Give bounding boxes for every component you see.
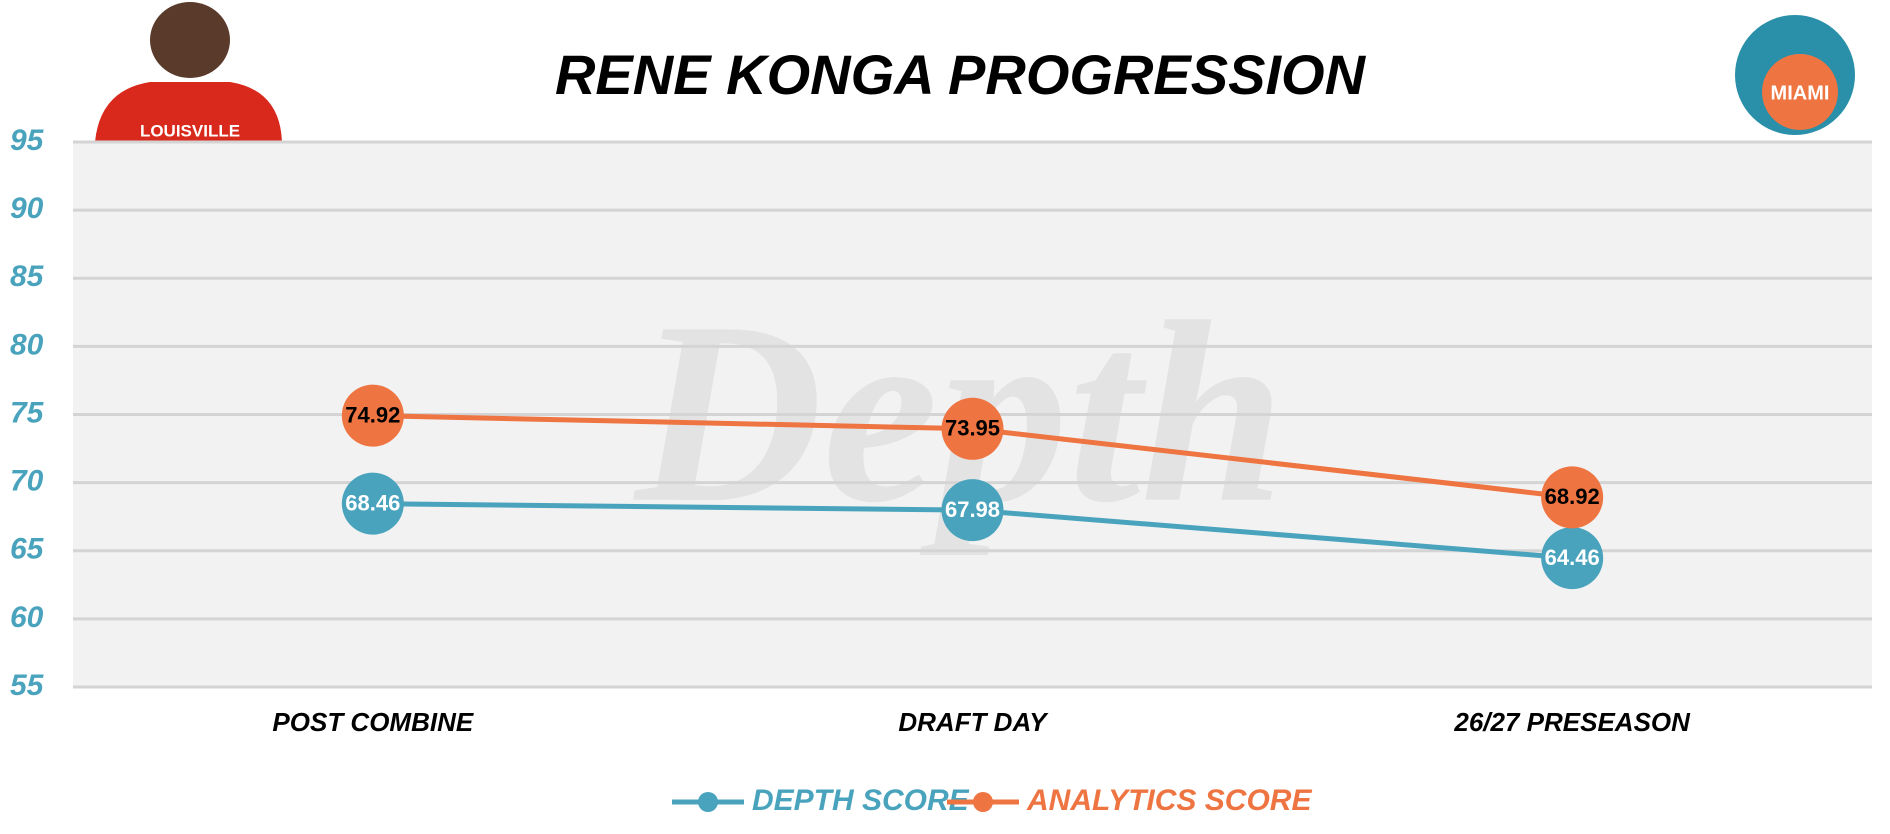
legend-label: DEPTH SCORE	[752, 784, 970, 817]
data-point	[341, 384, 404, 447]
data-point	[1541, 466, 1604, 529]
data-point	[341, 472, 404, 535]
x-tick-label: DRAFT DAY	[898, 707, 1049, 737]
y-tick-label: 80	[10, 328, 44, 361]
y-tick-label: 85	[10, 260, 45, 293]
chart-title: RENE KONGA PROGRESSION	[555, 43, 1367, 106]
player-photo: LOUISVILLE	[95, 2, 282, 142]
y-tick-label: 95	[10, 124, 45, 157]
data-label: 68.46	[345, 490, 400, 515]
y-tick-label: 65	[10, 533, 45, 566]
y-tick-label: 60	[10, 601, 44, 634]
data-label: 67.98	[945, 497, 1000, 522]
y-tick-label: 90	[10, 192, 44, 225]
x-tick-label: POST COMBINE	[272, 707, 473, 737]
data-label: 64.46	[1545, 545, 1600, 570]
data-point	[1541, 527, 1604, 590]
data-label: 74.92	[345, 402, 400, 427]
y-tick-label: 75	[10, 396, 45, 429]
legend-label: ANALYTICS SCORE	[1026, 784, 1312, 817]
y-tick-label: 70	[10, 465, 44, 498]
y-tick-label: 55	[10, 669, 45, 702]
data-label: 68.92	[1545, 484, 1600, 509]
legend-marker	[973, 792, 993, 812]
data-label: 73.95	[945, 416, 1000, 441]
team-logo: MIAMI	[1735, 15, 1855, 135]
x-tick-label: 26/27 PRESEASON	[1453, 707, 1691, 737]
svg-text:MIAMI: MIAMI	[1771, 82, 1830, 104]
data-point	[941, 397, 1004, 460]
data-point	[941, 479, 1004, 542]
svg-text:LOUISVILLE: LOUISVILLE	[140, 121, 240, 140]
legend-marker	[698, 792, 718, 812]
